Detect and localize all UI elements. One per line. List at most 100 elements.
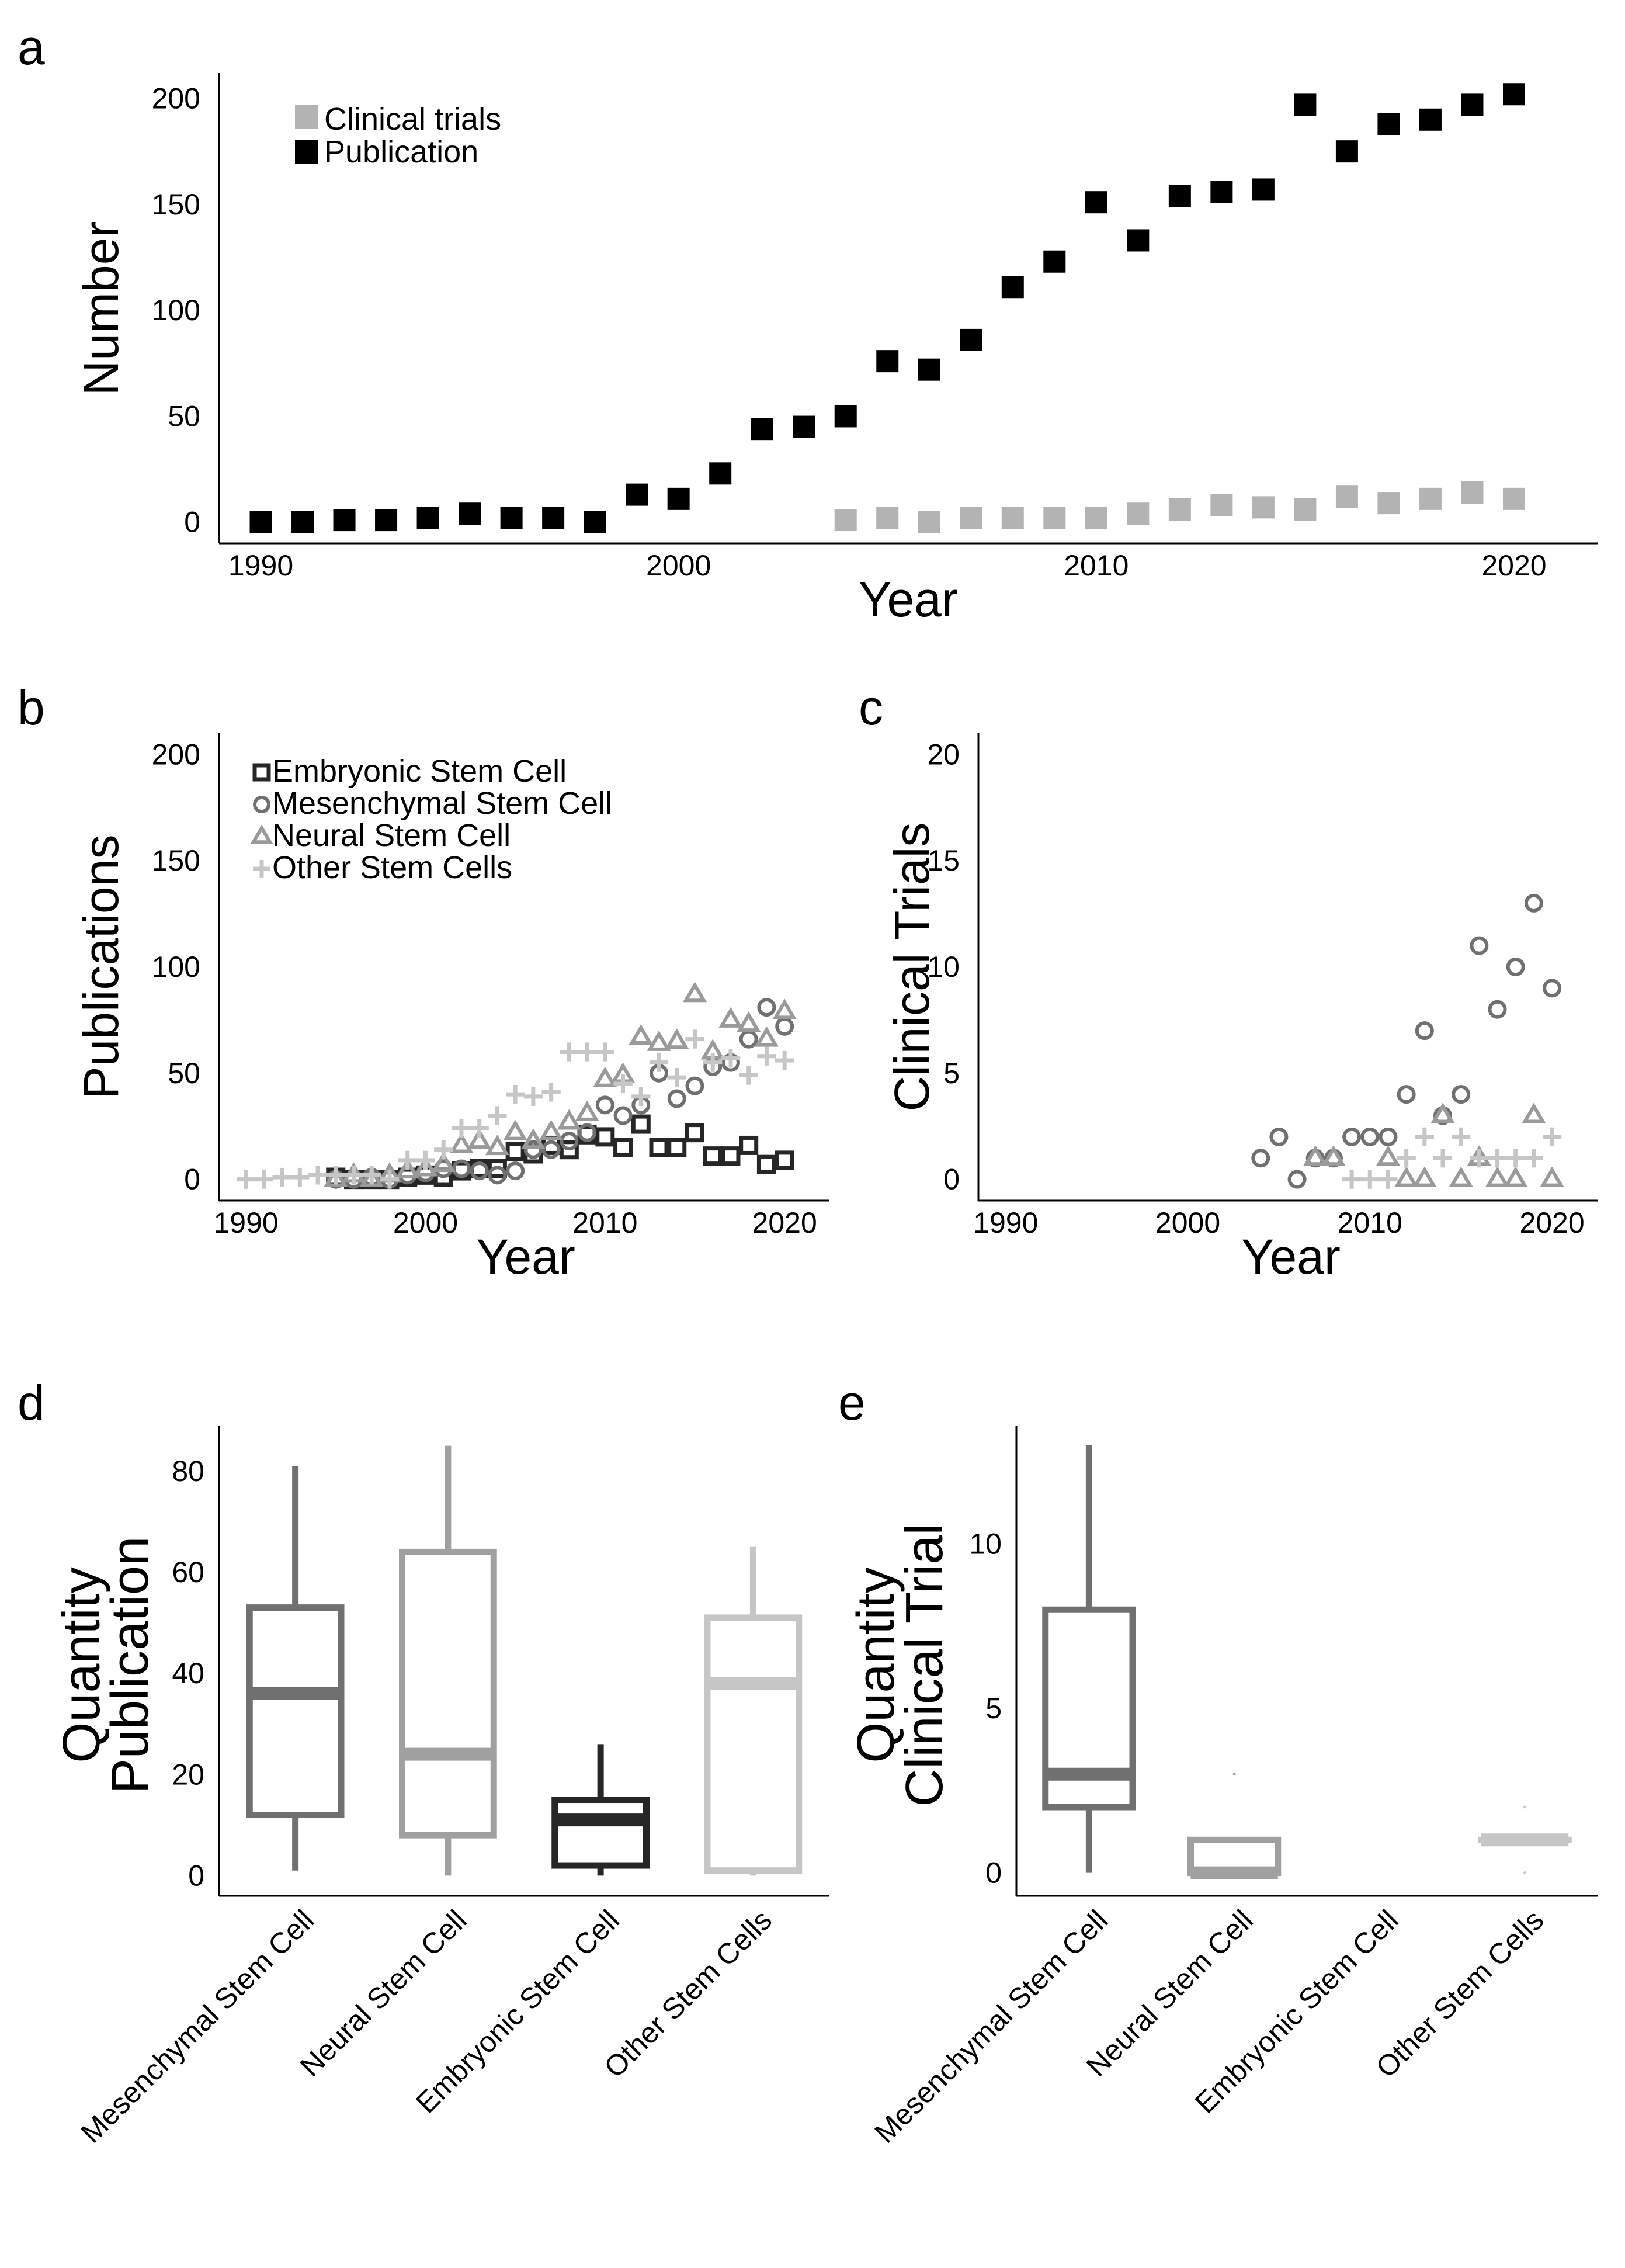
- point-neural-stem-cell-1995: [324, 1166, 348, 1187]
- legend-b-other-stem-cells: Other Stem Cells: [272, 850, 512, 885]
- point-other-stem-cells-2012: [1397, 1149, 1416, 1168]
- point-clinical-trials-2013: [1210, 494, 1233, 516]
- point-neural-stem-cell-2020: [772, 998, 797, 1019]
- point-mesenchymal-stem-cell-2020: [775, 1017, 794, 1036]
- point-other-stem-cells-1998: [380, 1170, 400, 1189]
- point-other-stem-cells-2003: [470, 1119, 489, 1138]
- point-publication-2015: [1294, 93, 1317, 116]
- point-publication-2018: [1419, 108, 1442, 131]
- panel-b-y-tick-50: 50: [168, 1057, 200, 1090]
- point-mesenchymal-stem-cell-2019: [757, 998, 776, 1017]
- point-mesenchymal-stem-cell-2007: [541, 1140, 561, 1159]
- point-other-stem-cells-2006: [523, 1087, 543, 1106]
- point-publication-2013: [1210, 181, 1233, 203]
- point-other-stem-cells-2018: [739, 1066, 758, 1085]
- point-other-stem-cells-1992: [272, 1167, 291, 1187]
- point-publication-1999: [626, 483, 648, 506]
- point-mesenchymal-stem-cell-2004: [1251, 1149, 1270, 1168]
- point-clinical-trials-2019: [1461, 481, 1484, 504]
- point-other-stem-cells-2015: [685, 1029, 704, 1049]
- point-other-stem-cells-1995: [326, 1166, 345, 1185]
- point-embryonic-stem-cell-2014: [667, 1138, 687, 1157]
- point-publication-2007: [960, 328, 982, 351]
- panel-c-x-tick-2010: 2010: [1338, 1206, 1402, 1239]
- point-neural-stem-cell-2009: [575, 1100, 599, 1121]
- point-other-stem-cells-2019: [757, 1046, 776, 1066]
- point-neural-stem-cell-2008: [1321, 1145, 1346, 1166]
- point-other-stem-cells-2010: [1360, 1170, 1380, 1189]
- point-mesenchymal-stem-cell-2017: [1488, 1000, 1507, 1019]
- point-other-stem-cells-2015: [1452, 1127, 1471, 1147]
- point-neural-stem-cell-2010: [593, 1066, 617, 1087]
- box-d-other-stem-cells-iqr: [704, 1614, 803, 1874]
- point-embryonic-stem-cell-2013: [649, 1138, 669, 1157]
- point-other-stem-cells-2020: [775, 1050, 794, 1070]
- point-clinical-trials-2006: [918, 511, 940, 533]
- point-other-stem-cells-2014: [1433, 1149, 1453, 1168]
- panel-c-x-tick-2000: 2000: [1155, 1206, 1220, 1239]
- panel-b-x-tick-2000: 2000: [393, 1206, 458, 1239]
- point-mesenchymal-stem-cell-2012: [1397, 1085, 1416, 1104]
- point-mesenchymal-stem-cell-2015: [1452, 1085, 1471, 1104]
- point-clinical-trials-2014: [1252, 496, 1275, 519]
- point-embryonic-stem-cell-2008: [559, 1140, 579, 1160]
- point-other-stem-cells-2011: [1379, 1170, 1398, 1189]
- point-other-stem-cells-2005: [506, 1085, 525, 1104]
- panel-d-category-mesenchymal-stem-cell: Mesenchymal Stem Cell: [75, 1903, 321, 2149]
- legend-b-marker-embryonic-stem-cell: [252, 763, 271, 782]
- point-embryonic-stem-cell-2017: [721, 1146, 741, 1166]
- point-clinical-trials-2004: [834, 509, 857, 532]
- point-mesenchymal-stem-cell-2005: [1269, 1127, 1289, 1146]
- point-embryonic-stem-cell-2016: [703, 1146, 723, 1166]
- point-neural-stem-cell-2019: [1522, 1102, 1546, 1123]
- point-neural-stem-cell-2000: [413, 1156, 438, 1177]
- point-mesenchymal-stem-cell-2002: [452, 1159, 471, 1178]
- point-publication-2001: [709, 462, 732, 485]
- point-publication-2003: [793, 415, 815, 438]
- point-mesenchymal-stem-cell-2006: [523, 1140, 543, 1159]
- point-neural-stem-cell-2018: [1504, 1166, 1528, 1187]
- point-other-stem-cells-2018: [1506, 1149, 1525, 1168]
- point-mesenchymal-stem-cell-2005: [506, 1161, 525, 1181]
- point-publication-1993: [375, 509, 398, 532]
- point-publication-2016: [1335, 140, 1358, 163]
- panel-d-y-tick-20: 20: [172, 1758, 204, 1791]
- point-embryonic-stem-cell-2020: [775, 1150, 794, 1170]
- point-other-stem-cells-2017: [721, 1049, 741, 1068]
- point-publication-1995: [459, 502, 481, 525]
- point-clinical-trials-2018: [1419, 487, 1442, 510]
- panel-b-x-tick-2020: 2020: [752, 1206, 817, 1239]
- point-publication-2002: [751, 418, 773, 441]
- legend-a-clinical-trials: Clinical trials: [324, 102, 501, 137]
- point-mesenchymal-stem-cell-2011: [613, 1106, 633, 1125]
- box-e-other-stem-cells-outlier-1: [1523, 1871, 1527, 1875]
- point-neural-stem-cell-1999: [395, 1158, 420, 1179]
- legend-b-marker-other-stem-cells: [253, 860, 270, 878]
- point-neural-stem-cell-2011: [1376, 1145, 1401, 1166]
- point-mesenchymal-stem-cell-2008: [560, 1132, 579, 1151]
- point-publication-2004: [834, 405, 857, 428]
- panel-e-y-tick-0: 0: [985, 1857, 1002, 1889]
- panel-d-y-tick-0: 0: [188, 1859, 204, 1892]
- panel-e-category-mesenchymal-stem-cell: Mesenchymal Stem Cell: [868, 1903, 1114, 2149]
- point-neural-stem-cell-2015: [682, 982, 707, 1003]
- point-other-stem-cells-1990: [236, 1170, 256, 1189]
- point-neural-stem-cell-1997: [359, 1166, 384, 1187]
- point-other-stem-cells-2011: [613, 1074, 633, 1094]
- point-embryonic-stem-cell-2019: [756, 1154, 776, 1174]
- box-d-neural-stem-cell-iqr: [399, 1548, 497, 1839]
- legend-b-marker-neural-stem-cell: [250, 824, 273, 844]
- point-other-stem-cells-2002: [452, 1119, 471, 1138]
- point-publication-1996: [500, 507, 523, 529]
- panel-d-category-other-stem-cells: Other Stem Cells: [598, 1903, 778, 2084]
- panel-a-y-tick-100: 100: [152, 294, 200, 327]
- point-other-stem-cells-2017: [1488, 1149, 1507, 1168]
- panel-a-y-title: Number: [74, 221, 129, 396]
- legend-b-embryonic-stem-cell: Embryonic Stem Cell: [272, 754, 567, 789]
- point-publication-2014: [1252, 178, 1275, 201]
- point-neural-stem-cell-2019: [754, 1026, 779, 1047]
- panel-b-y-tick-200: 200: [152, 738, 200, 771]
- point-mesenchymal-stem-cell-2020: [1543, 979, 1562, 998]
- point-clinical-trials-2008: [1001, 507, 1024, 529]
